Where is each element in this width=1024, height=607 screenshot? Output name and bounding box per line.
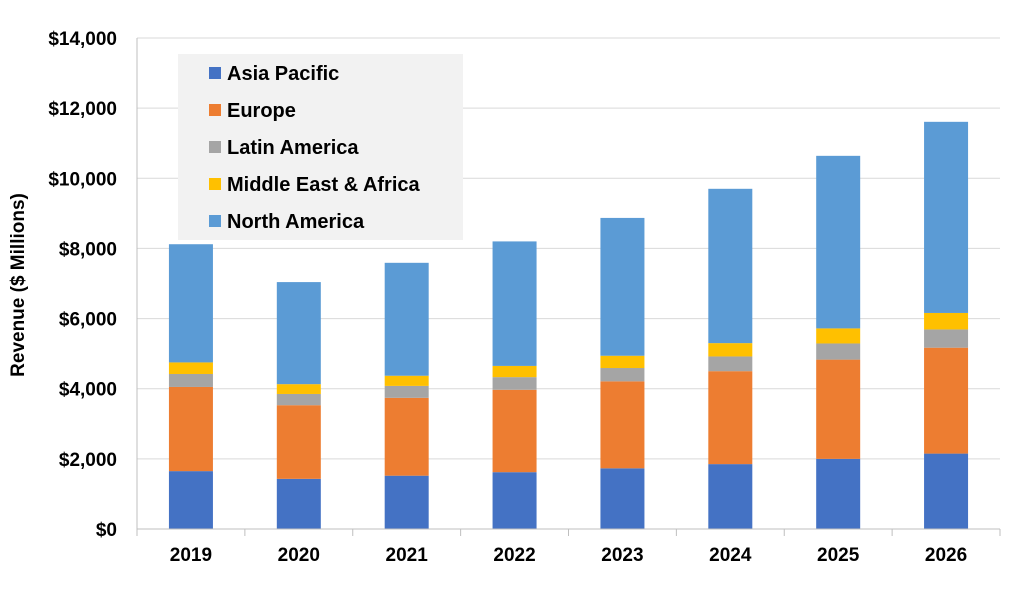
bar-segment-asia-pacific-2025 — [816, 458, 861, 529]
x-tick-label: 2020 — [278, 545, 320, 566]
bar-segment-europe-2020 — [276, 405, 321, 479]
x-tick-label: 2023 — [601, 545, 643, 566]
y-tick-label: $14,000 — [48, 29, 117, 50]
bar-segment-north-america-2024 — [708, 188, 753, 344]
bar-segment-latin-america-2025 — [816, 343, 861, 360]
bar-segment-asia-pacific-2022 — [492, 472, 537, 529]
legend-swatch-asia-pacific — [209, 67, 221, 79]
bar-segment-north-america-2023 — [600, 217, 645, 356]
bar-segment-north-america-2025 — [816, 155, 861, 329]
bar-segment-europe-2019 — [168, 386, 213, 472]
bar-segment-asia-pacific-2026 — [924, 453, 969, 529]
bar-segment-latin-america-2020 — [276, 393, 321, 406]
x-tick-label: 2026 — [925, 545, 967, 566]
y-tick-labels: $0 $2,000 $4,000 $6,000 $8,000 $10,000 $12,000… — [48, 29, 117, 541]
bar-segment-asia-pacific-2024 — [708, 464, 753, 529]
x-tick-label: 2021 — [386, 545, 429, 566]
y-tick-label: $0 — [96, 520, 117, 541]
bar-segment-asia-pacific-2023 — [600, 468, 645, 529]
bar-segment-middle-east-africa-2020 — [276, 384, 321, 394]
bar-segment-north-america-2026 — [924, 121, 969, 313]
legend-label-europe: Europe — [227, 100, 296, 122]
y-tick-label: $8,000 — [59, 239, 117, 260]
bar-segment-latin-america-2022 — [492, 377, 537, 390]
bar-segment-europe-2023 — [600, 381, 645, 469]
bar-segment-asia-pacific-2019 — [168, 471, 213, 529]
legend-swatch-europe — [209, 104, 221, 116]
legend-label-latin-america: Latin America — [227, 137, 359, 159]
axes — [136, 38, 1001, 536]
x-tick-label: 2025 — [817, 545, 860, 566]
bar-segment-latin-america-2024 — [708, 356, 753, 372]
bar-segment-asia-pacific-2021 — [384, 475, 429, 529]
x-tick-label: 2022 — [493, 545, 535, 566]
bar-segment-latin-america-2026 — [924, 329, 969, 348]
legend-label-north-america: North America — [227, 211, 365, 233]
y-tick-label: $12,000 — [48, 99, 117, 120]
bar-segment-north-america-2022 — [492, 241, 537, 366]
x-tick-label: 2019 — [170, 545, 212, 566]
legend-label-middle-east-africa: Middle East & Africa — [227, 174, 421, 196]
legend-swatch-middle-east-africa — [209, 178, 221, 190]
x-tick-label: 2024 — [709, 545, 752, 566]
bar-segment-europe-2025 — [816, 359, 861, 459]
bar-segment-north-america-2019 — [168, 244, 213, 363]
legend-swatch-latin-america — [209, 141, 221, 153]
legend-swatch-north-america — [209, 215, 221, 227]
bar-segment-middle-east-africa-2026 — [924, 312, 969, 330]
bar-segment-latin-america-2019 — [168, 373, 213, 387]
bar-segment-latin-america-2023 — [600, 368, 645, 382]
bar-segment-middle-east-africa-2023 — [600, 355, 645, 369]
bar-segment-europe-2021 — [384, 397, 429, 476]
bar-segment-north-america-2021 — [384, 262, 429, 376]
bar-segment-middle-east-africa-2024 — [708, 343, 753, 357]
y-tick-label: $6,000 — [59, 310, 117, 331]
y-tick-label: $4,000 — [59, 380, 117, 401]
bar-segment-europe-2026 — [924, 347, 969, 454]
bar-segment-europe-2024 — [708, 371, 753, 465]
bars — [168, 121, 969, 529]
bar-segment-latin-america-2021 — [384, 385, 429, 398]
bar-segment-middle-east-africa-2021 — [384, 375, 429, 386]
y-tick-label: $10,000 — [48, 169, 117, 190]
bar-segment-middle-east-africa-2022 — [492, 365, 537, 378]
legend-background — [178, 54, 463, 240]
y-tick-label: $2,000 — [59, 450, 117, 471]
y-axis-label: Revenue ($ Millions) — [8, 193, 29, 377]
legend: Asia Pacific Europe Latin America Middle Ea… — [178, 54, 463, 240]
x-tick-labels: 2019 2020 2021 2022 2023 2024 2025 2026 — [170, 545, 967, 566]
bar-segment-middle-east-africa-2025 — [816, 328, 861, 344]
bar-segment-middle-east-africa-2019 — [168, 362, 213, 374]
bar-segment-asia-pacific-2020 — [276, 478, 321, 529]
legend-label-asia-pacific: Asia Pacific — [227, 63, 339, 85]
bar-segment-europe-2022 — [492, 389, 537, 473]
bar-segment-north-america-2020 — [276, 282, 321, 385]
